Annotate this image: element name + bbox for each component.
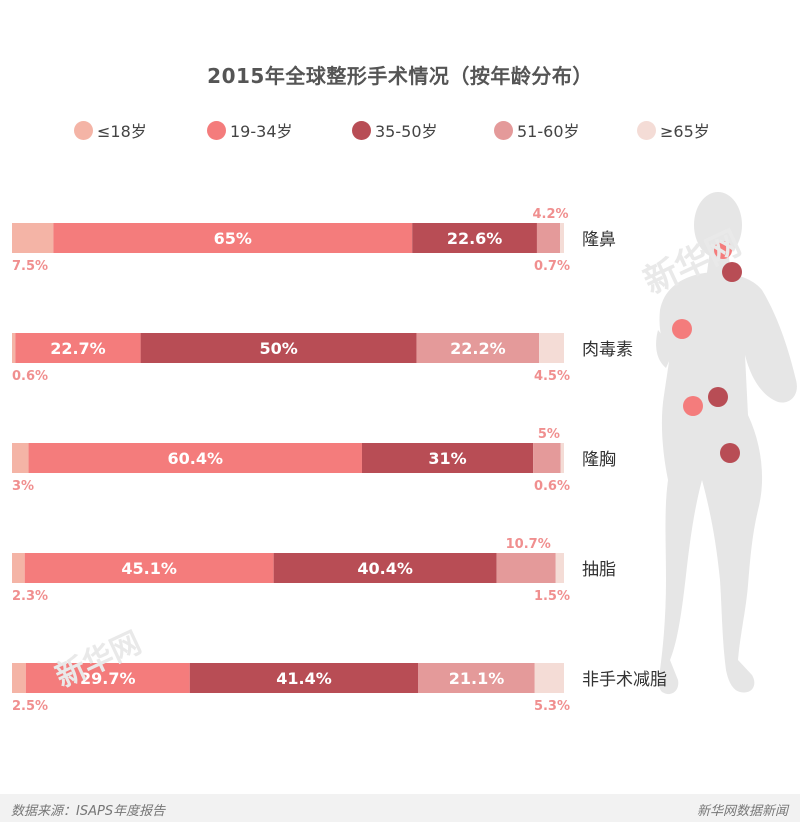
legend-swatch xyxy=(352,120,371,140)
bar-segment xyxy=(189,663,419,693)
legend-label: 19-34岁 xyxy=(230,122,293,141)
data-label: 50% xyxy=(259,339,297,358)
legend-label: 51-60岁 xyxy=(517,122,580,141)
data-label-below: 4.5% xyxy=(534,369,570,384)
data-label: 31% xyxy=(428,449,466,468)
hip-marker xyxy=(720,443,740,463)
footer-bar: 数据来源：ISAPS年度报告 新华网数据新闻 xyxy=(0,794,800,822)
data-label: 40.4% xyxy=(357,559,413,578)
category-label: 隆胸 xyxy=(582,450,616,470)
legend-item: ≤18岁 xyxy=(74,118,147,142)
lip-marker xyxy=(722,262,742,282)
bar-segment xyxy=(361,443,534,473)
data-label-below: 3% xyxy=(12,479,34,494)
data-label-above: 5% xyxy=(538,427,560,442)
data-label: 21.1% xyxy=(449,669,505,688)
category-label: 隆鼻 xyxy=(582,230,616,250)
bar-segment xyxy=(416,333,540,363)
data-label: 22.2% xyxy=(450,339,506,358)
data-label-below: 5.3% xyxy=(534,699,570,714)
legend-item: ≥65岁 xyxy=(637,118,710,142)
source-note: 数据来源：ISAPS年度报告 xyxy=(11,804,166,819)
data-label-below: 0.6% xyxy=(12,369,48,384)
legend-item: 51-60岁 xyxy=(494,118,580,142)
legend-label: ≥65岁 xyxy=(660,122,710,141)
data-label: 45.1% xyxy=(121,559,177,578)
data-label: 41.4% xyxy=(276,669,332,688)
category-label: 非手术减脂 xyxy=(582,670,667,690)
bar-segment xyxy=(12,553,25,583)
data-label-below: 7.5% xyxy=(12,259,48,274)
data-label-below: 1.5% xyxy=(534,589,570,604)
legend-item: 19-34岁 xyxy=(207,118,293,142)
data-label-below: 0.6% xyxy=(534,479,570,494)
bar-segment xyxy=(12,443,29,473)
bar-segment xyxy=(534,663,564,693)
bar-segment xyxy=(12,663,26,693)
data-label-below: 2.3% xyxy=(12,589,48,604)
bar-segment xyxy=(25,663,190,693)
data-label: 65% xyxy=(214,229,252,248)
publisher-note: 新华网数据新闻 xyxy=(696,804,788,819)
bar-segment xyxy=(536,223,561,253)
bar-segment xyxy=(140,333,417,363)
legend-swatch xyxy=(494,120,513,140)
data-label: 29.7% xyxy=(80,669,136,688)
chart-title: 2015年全球整形手术情况（按年龄分布） xyxy=(207,64,593,88)
chest-marker xyxy=(683,396,703,416)
data-label: 22.6% xyxy=(447,229,503,248)
data-label-above: 10.7% xyxy=(506,537,551,552)
waist-marker xyxy=(708,387,728,407)
legend-swatch xyxy=(207,120,226,140)
bar-segment xyxy=(412,223,537,253)
bar-segment xyxy=(12,333,16,363)
bar-segment xyxy=(560,223,564,253)
bar-segment xyxy=(555,553,564,583)
legend-label: ≤18岁 xyxy=(97,122,147,141)
chart-legend: ≤18岁 19-34岁 35-50岁 51-60岁 ≥65岁 xyxy=(0,118,800,142)
bar-segment xyxy=(539,333,564,363)
face-marker xyxy=(672,319,692,339)
bar-segment xyxy=(28,443,362,473)
stacked-bar-plot: 65% 22.6% 7.5% 0.7% 4.2% 隆鼻 22.7% 50% 22.2% 0.6% 4… xyxy=(12,207,667,714)
legend-label: 35-50岁 xyxy=(375,122,438,141)
bar-segment xyxy=(53,223,413,253)
bar-segment xyxy=(496,553,556,583)
legend-swatch xyxy=(74,120,93,140)
data-label-below: 2.5% xyxy=(12,699,48,714)
bar-segment xyxy=(533,443,561,473)
bar-segment xyxy=(24,553,274,583)
data-label-above: 4.2% xyxy=(533,207,569,222)
procedure-location-markers xyxy=(672,241,742,463)
data-label-below: 0.7% xyxy=(534,259,570,274)
bar-segment xyxy=(273,553,497,583)
bar-segment xyxy=(15,333,141,363)
woman-silhouette-illustration xyxy=(656,192,797,695)
legend-item: 35-50岁 xyxy=(352,118,438,142)
category-label: 肉毒素 xyxy=(582,340,633,360)
bar-segment xyxy=(560,443,564,473)
legend-swatch xyxy=(637,120,656,140)
data-label: 60.4% xyxy=(168,449,224,468)
bar-segment xyxy=(418,663,535,693)
nose-marker xyxy=(714,241,732,259)
bar-segment xyxy=(12,223,54,253)
category-label: 抽脂 xyxy=(582,560,616,580)
data-label: 22.7% xyxy=(50,339,106,358)
